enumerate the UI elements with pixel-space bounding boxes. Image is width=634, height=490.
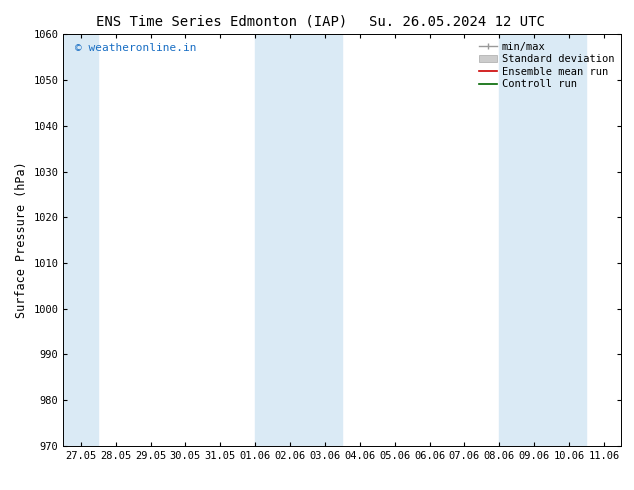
Bar (255, 34, 342, 446)
Bar (500, 34, 586, 446)
Y-axis label: Surface Pressure (hPa): Surface Pressure (hPa) (15, 162, 28, 318)
Bar (63, 34, 98, 446)
Text: © weatheronline.in: © weatheronline.in (75, 43, 196, 52)
Text: Su. 26.05.2024 12 UTC: Su. 26.05.2024 12 UTC (368, 15, 545, 29)
Text: ENS Time Series Edmonton (IAP): ENS Time Series Edmonton (IAP) (96, 15, 347, 29)
Legend: min/max, Standard deviation, Ensemble mean run, Controll run: min/max, Standard deviation, Ensemble me… (477, 40, 616, 92)
